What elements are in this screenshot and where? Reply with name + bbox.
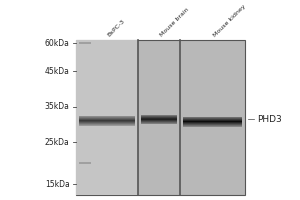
Bar	[76, 40, 245, 195]
Text: PHD3: PHD3	[257, 115, 282, 124]
Bar	[79, 118, 135, 119]
Bar	[183, 121, 242, 122]
Bar	[79, 162, 91, 164]
Bar	[183, 120, 242, 121]
Bar	[183, 125, 242, 126]
Bar	[183, 123, 242, 124]
Bar	[141, 121, 177, 122]
Bar	[183, 126, 242, 127]
Bar	[79, 124, 135, 125]
Bar	[79, 120, 135, 121]
Bar	[79, 123, 135, 124]
Bar	[79, 119, 135, 120]
Bar	[141, 123, 177, 124]
Bar	[183, 117, 242, 118]
Text: Mouse brain: Mouse brain	[159, 7, 190, 38]
Bar	[76, 40, 138, 195]
Bar	[141, 115, 177, 116]
Bar	[183, 122, 242, 123]
Text: 35kDa: 35kDa	[45, 102, 70, 111]
Bar	[141, 117, 177, 118]
Bar	[141, 122, 177, 123]
Bar	[141, 120, 177, 121]
Text: 25kDa: 25kDa	[45, 138, 70, 147]
Bar	[141, 118, 177, 119]
Bar	[79, 42, 91, 44]
Bar	[79, 122, 135, 123]
Bar	[79, 125, 135, 126]
Text: BxPC-3: BxPC-3	[107, 18, 126, 38]
Bar	[141, 119, 177, 120]
Text: Mouse kidney: Mouse kidney	[212, 3, 247, 38]
Bar	[183, 118, 242, 119]
Bar	[183, 119, 242, 120]
Bar	[141, 116, 177, 117]
Bar	[79, 121, 135, 122]
Bar	[79, 117, 135, 118]
Bar	[183, 124, 242, 125]
Text: 45kDa: 45kDa	[45, 67, 70, 76]
Bar	[79, 116, 135, 117]
Text: 60kDa: 60kDa	[45, 39, 70, 48]
Text: 15kDa: 15kDa	[45, 180, 70, 189]
